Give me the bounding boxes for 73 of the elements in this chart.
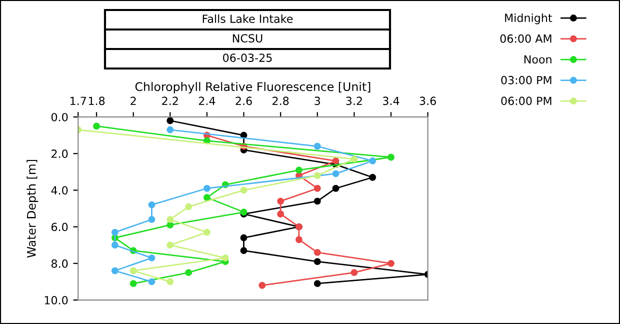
- point: [111, 267, 118, 274]
- point: [130, 267, 137, 274]
- legend-label: Noon: [524, 55, 552, 64]
- y-tick-label: 6.0: [52, 222, 68, 232]
- point: [148, 254, 156, 262]
- chart-subtitle: NCSU: [232, 34, 262, 42]
- point: [369, 157, 376, 164]
- point: [388, 260, 394, 267]
- point: [350, 156, 358, 163]
- x-tick-label: 3.4: [383, 96, 400, 106]
- point: [240, 186, 248, 194]
- point: [148, 216, 156, 223]
- y-tick-label: 2.0: [52, 150, 68, 158]
- legend-label: 06:00 AM: [500, 34, 552, 43]
- point: [314, 258, 321, 266]
- point: [240, 247, 248, 254]
- point: [314, 280, 321, 288]
- x-tick-label: 2: [130, 96, 136, 105]
- point: [166, 242, 174, 249]
- point: [203, 184, 210, 192]
- point: [314, 172, 321, 180]
- text: 06-03-25: [223, 54, 272, 62]
- legend-label: 03:00 PM: [501, 76, 552, 84]
- point: [332, 157, 340, 164]
- chart-title: Falls Lake Intake: [202, 14, 293, 23]
- point: [388, 154, 394, 161]
- point: [314, 198, 321, 205]
- y-tick-label: 10.0: [44, 296, 68, 304]
- x-tick-label: 2.2: [162, 96, 178, 105]
- x-tick-label: 1.7: [70, 96, 86, 105]
- y-axis-title: Water Depth [m]: [26, 160, 38, 258]
- x-axis-title: Chlorophyll Relative Fluorescence [Unit]: [135, 82, 370, 94]
- point: [314, 142, 321, 150]
- point: [203, 194, 210, 201]
- point: [277, 210, 284, 218]
- point: [111, 242, 118, 249]
- point: [166, 117, 174, 124]
- legend-label: Midnight: [505, 13, 552, 24]
- point: [166, 278, 174, 286]
- point: [277, 198, 284, 205]
- point: [185, 203, 192, 210]
- point: [314, 184, 321, 192]
- point: [203, 228, 210, 236]
- point: [332, 170, 340, 178]
- point: [111, 228, 118, 236]
- x-tick-label: 1.8: [88, 96, 105, 106]
- x-tick-label: 2.4: [198, 96, 216, 105]
- point: [296, 166, 302, 174]
- point: [148, 201, 156, 208]
- point: [314, 248, 321, 256]
- x-tick-label: 2.8: [272, 96, 289, 106]
- x-tick-label: 3: [314, 96, 320, 106]
- point: [166, 126, 174, 134]
- point: [166, 216, 174, 223]
- point: [296, 236, 302, 244]
- x-tick-label: 3.6: [420, 96, 436, 106]
- x-tick-label: 3.2: [346, 96, 362, 106]
- y-tick-label: 8.0: [51, 259, 68, 268]
- point: [130, 280, 137, 288]
- point: [332, 184, 340, 192]
- point: [350, 269, 358, 276]
- x-tick-label: 2.6: [236, 96, 252, 106]
- y-tick-label: 4.0: [51, 186, 68, 195]
- point: [258, 282, 266, 289]
- legend-label: 06:00 PM: [501, 96, 552, 106]
- point: [240, 234, 248, 242]
- point: [369, 174, 376, 181]
- point: [222, 254, 229, 262]
- point: [93, 122, 100, 130]
- point: [148, 278, 156, 286]
- point: [166, 221, 174, 228]
- y-tick-label: 0.0: [51, 112, 68, 122]
- point: [185, 269, 192, 276]
